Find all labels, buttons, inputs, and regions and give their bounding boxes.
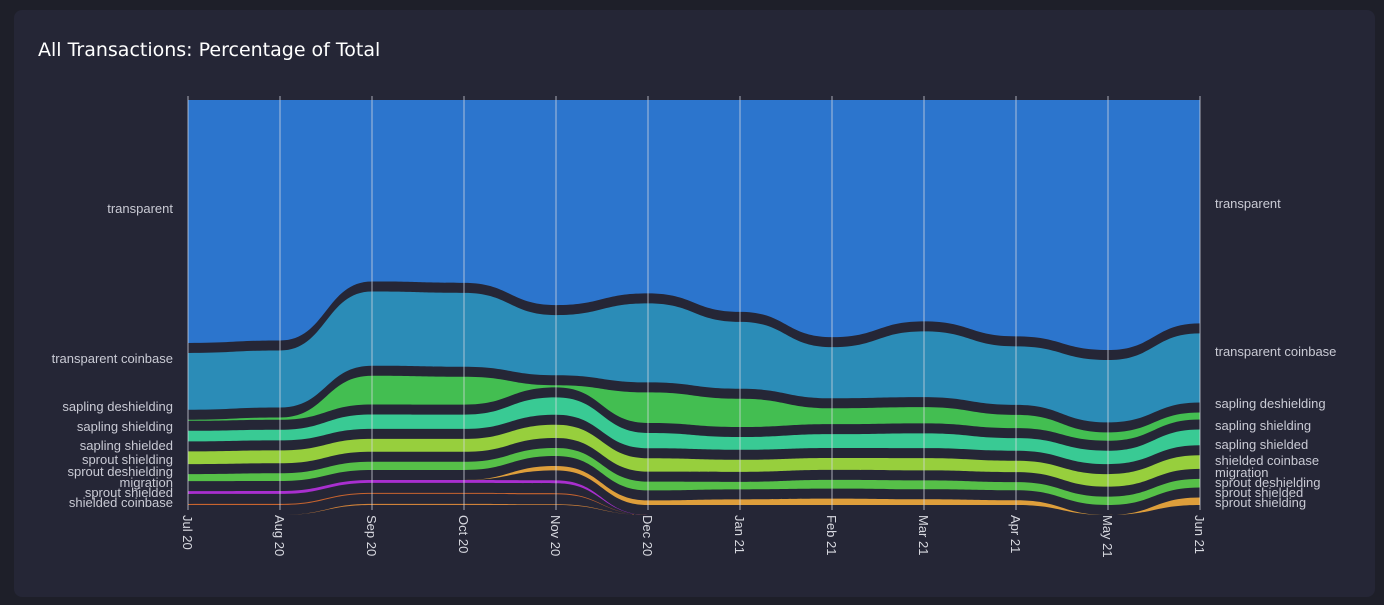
x-tick-label: Aug 20: [272, 515, 287, 556]
right-labels: transparent transparent coinbase sapling d…: [1215, 196, 1336, 510]
series-band-sapling-deshielding: [188, 397, 1200, 465]
left-labels: transparent transparent coinbase sapling d…: [52, 201, 174, 510]
x-tick-label: Feb 21: [824, 515, 839, 555]
series-band-shielded-coinbase: [188, 465, 1200, 515]
left-series-label: sapling deshielding: [62, 399, 173, 414]
left-series-label: sapling shielding: [77, 419, 173, 434]
x-tick-label: Dec 20: [640, 515, 655, 556]
x-tick-label: Apr 21: [1008, 515, 1023, 553]
series-bands: [188, 100, 1200, 515]
series-band-transparent: [188, 100, 1200, 351]
left-series-label: migration: [120, 475, 173, 490]
right-series-label: shielded coinbase: [1215, 453, 1319, 468]
left-series-label: transparent coinbase: [52, 351, 173, 366]
right-series-label: migration: [1215, 465, 1268, 480]
left-series-label: sprout deshielding: [67, 464, 173, 479]
x-tick-label: Jun 21: [1192, 515, 1207, 554]
right-series-label: transparent coinbase: [1215, 344, 1336, 359]
right-series-label: sprout shielding: [1215, 495, 1306, 510]
right-series-label: sprout shielded: [1215, 485, 1303, 500]
left-series-label: sprout shielded: [85, 485, 173, 500]
series-band-sapling-transactions: [188, 375, 1200, 441]
x-tick-label: Sep 20: [364, 515, 379, 556]
x-tick-label: Mar 21: [916, 515, 931, 555]
left-series-label: sapling shielded: [80, 438, 173, 453]
x-grid: Jul 20 Aug 20 Sep 20 Oct 20 Nov 20 Dec 20 Jan …: [180, 96, 1207, 558]
series-band-sapling-shielded: [188, 448, 1200, 505]
series-band-sapling-shielding: [188, 424, 1200, 487]
left-series-label: shielded coinbase: [69, 495, 173, 510]
right-series-label: sapling deshielding: [1215, 396, 1326, 411]
x-tick-label: Jul 20: [180, 515, 195, 550]
x-tick-label: Jan 21: [732, 515, 747, 554]
series-band-transparent-coinbase: [188, 291, 1200, 423]
x-tick-label: May 21: [1100, 515, 1115, 558]
right-series-label: transparent: [1215, 196, 1281, 211]
chart-title: All Transactions: Percentage of Total: [38, 39, 381, 61]
x-tick-label: Oct 20: [456, 515, 471, 553]
right-series-label: sapling shielding: [1215, 418, 1311, 433]
left-series-label: transparent: [107, 201, 173, 216]
left-series-label: sprout shielding: [82, 452, 173, 467]
right-series-label: sapling shielded: [1215, 437, 1308, 452]
right-series-label: sprout deshielding: [1215, 475, 1321, 490]
x-tick-label: Nov 20: [548, 515, 563, 556]
